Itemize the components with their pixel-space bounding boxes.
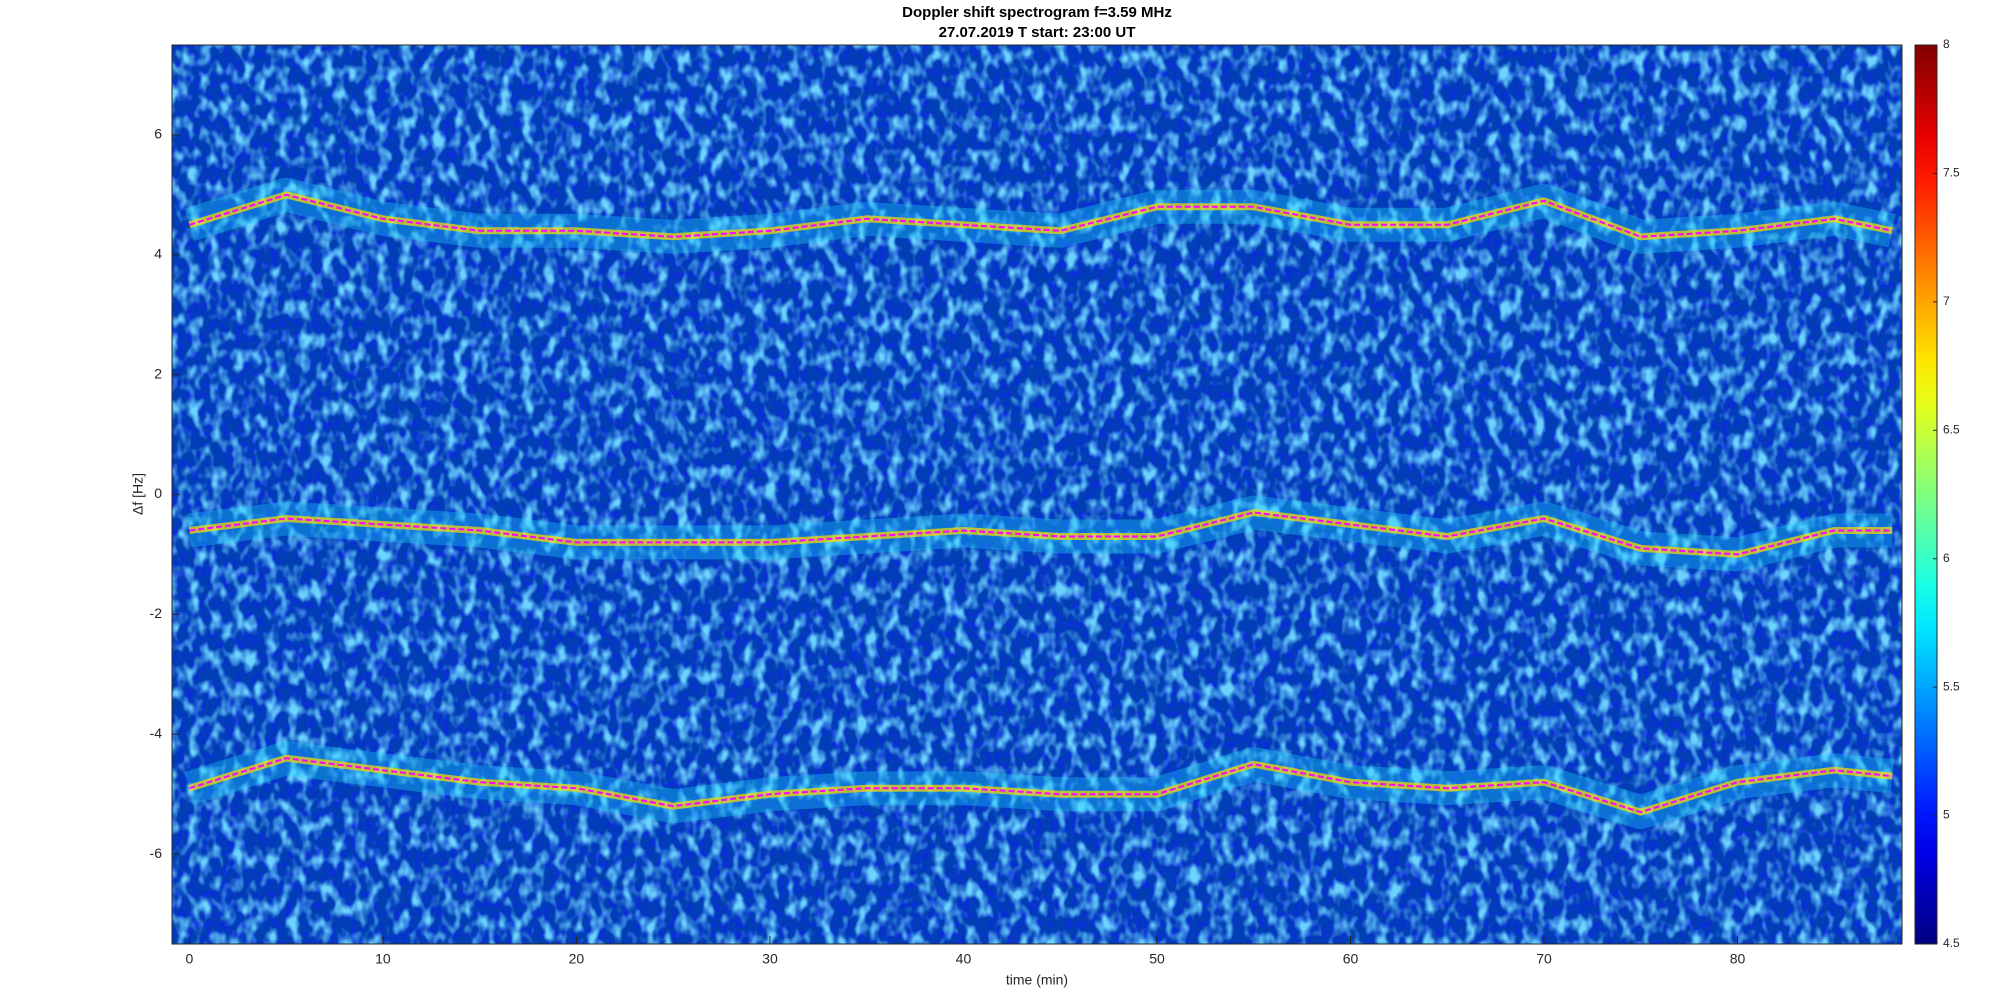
colorbar-tick-label: 7.5 — [1943, 166, 1960, 180]
y-tick-label: 4 — [154, 245, 162, 261]
chart-subtitle: 27.07.2019 T start: 23:00 UT — [939, 24, 1136, 41]
x-tick-label: 80 — [1730, 951, 1746, 967]
x-tick-label: 70 — [1536, 951, 1552, 967]
x-axis-label: time (min) — [1006, 972, 1068, 988]
x-tick-label: 30 — [762, 951, 778, 967]
y-tick-label: -6 — [150, 845, 163, 861]
colorbar-tick-label: 6.5 — [1943, 422, 1960, 436]
x-tick-label: 20 — [569, 951, 585, 967]
x-tick-label: 0 — [186, 951, 194, 967]
y-tick-label: 2 — [154, 365, 162, 381]
x-tick-label: 10 — [375, 951, 391, 967]
y-tick-label: 0 — [154, 485, 162, 501]
y-tick-label: -4 — [150, 725, 163, 741]
x-tick-label: 60 — [1343, 951, 1359, 967]
y-axis-label: Δf [Hz] — [130, 473, 146, 515]
colorbar-tick-label: 8 — [1943, 37, 1950, 51]
colorbar-tick-label: 4.5 — [1943, 936, 1960, 950]
trace-line — [189, 193, 1893, 238]
chart-title: Doppler shift spectrogram f=3.59 MHz — [902, 4, 1172, 21]
x-tick-label: 40 — [956, 951, 972, 967]
colorbar-tick-label: 5.5 — [1943, 679, 1960, 693]
colorbar-tick-label: 5 — [1943, 808, 1950, 822]
y-tick-label: 6 — [154, 126, 162, 142]
y-tick-label: -2 — [150, 605, 163, 621]
colorbar-tick-label: 7 — [1943, 294, 1950, 308]
plot-area — [172, 45, 1902, 944]
trace-line — [189, 757, 1893, 814]
colorbar-tick-label: 6 — [1943, 551, 1950, 565]
x-tick-label: 50 — [1149, 951, 1165, 967]
colorbar — [1914, 44, 1938, 945]
trace-line — [189, 511, 1893, 556]
